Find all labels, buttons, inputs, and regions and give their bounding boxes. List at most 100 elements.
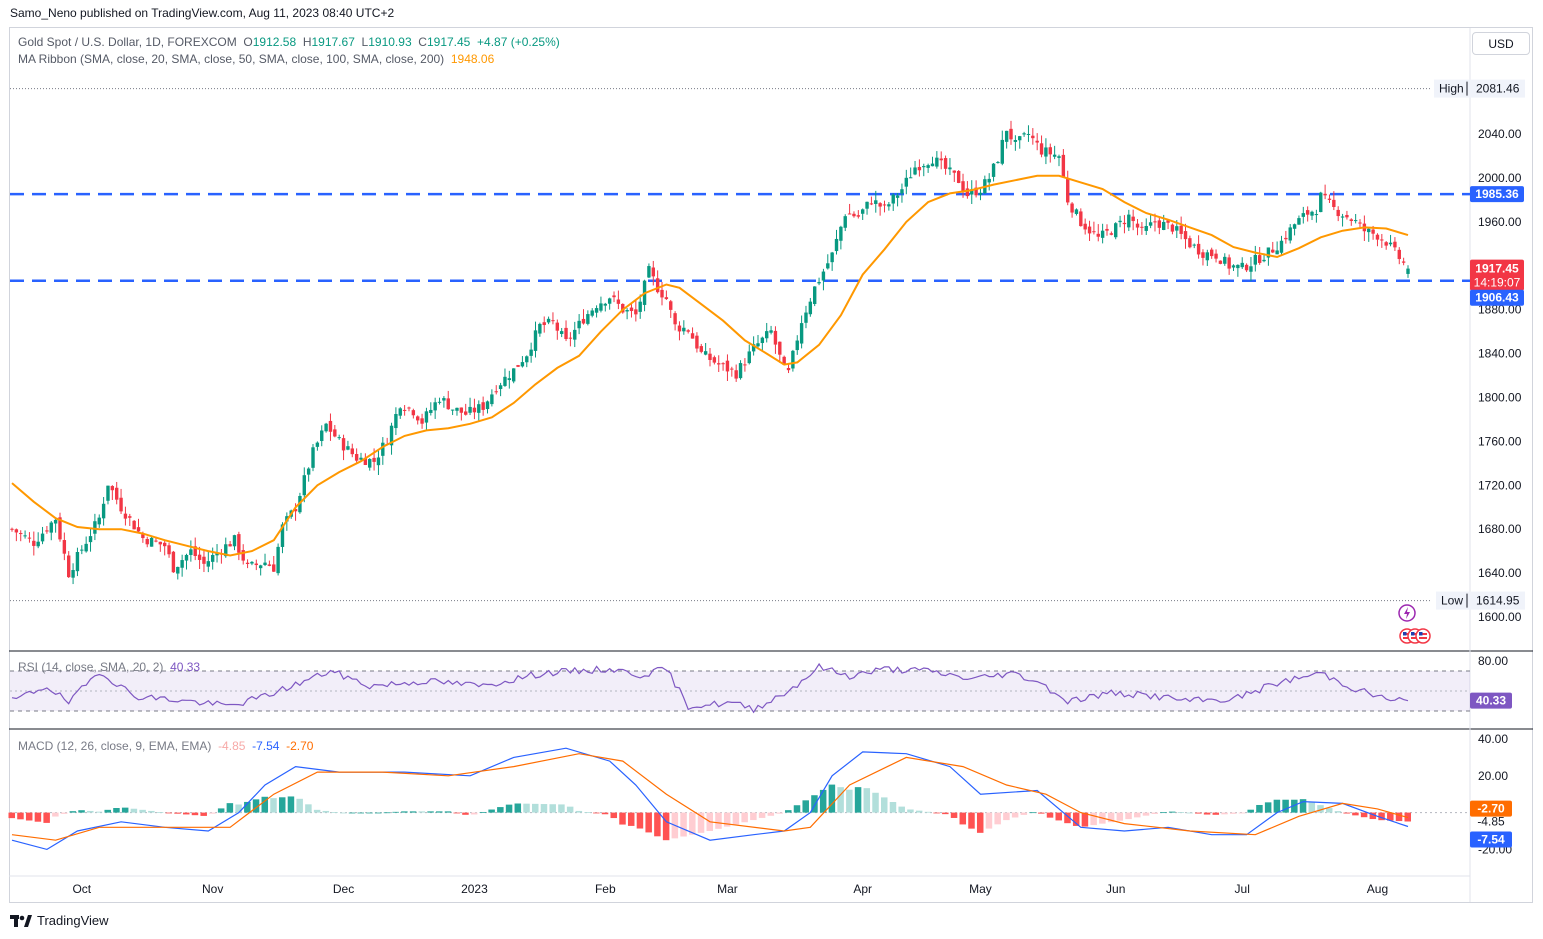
candle-body	[429, 409, 433, 413]
macd-pane	[8, 747, 1470, 851]
candle-body	[10, 528, 14, 530]
macd-hist-bar	[392, 811, 399, 813]
candle-body	[520, 362, 525, 367]
macd-hist-bar	[627, 812, 635, 826]
candle-body	[1345, 214, 1349, 218]
macd-hist-bar	[470, 812, 478, 815]
candle-body	[154, 540, 158, 542]
macd-hist-bar	[532, 803, 539, 813]
currency-button[interactable]: USD	[1472, 32, 1530, 55]
tradingview-brand-text: TradingView	[37, 913, 109, 928]
level-label-lower-bg	[1470, 289, 1524, 306]
macd-hist-bar	[802, 800, 809, 813]
macd-hist-bar	[209, 812, 216, 814]
candle-body	[36, 541, 40, 547]
candle-body	[215, 552, 219, 556]
ma20-line	[11, 174, 1409, 557]
candle-body	[149, 537, 154, 547]
candle-body	[564, 327, 568, 340]
candle-body	[176, 566, 180, 574]
candle-body	[721, 363, 725, 365]
candle-body	[533, 330, 538, 351]
tradingview-logo[interactable]: TradingView	[10, 913, 109, 928]
flag-stripe-icon	[1419, 637, 1427, 639]
candle-body	[197, 554, 202, 560]
rsi-value-tag-bg	[1470, 692, 1512, 709]
macd-hist-bar	[226, 803, 234, 813]
price-tick-label: 1760.00	[1478, 434, 1522, 448]
candle-body	[599, 303, 603, 311]
candle-body	[913, 167, 917, 175]
macd-hist-bar	[436, 811, 443, 813]
symbol-name: Gold Spot / U.S. Dollar, 1D, FOREXCOM	[18, 35, 237, 49]
macd-hist-bar	[1273, 799, 1281, 813]
candle-body	[1358, 222, 1362, 224]
macd-hist-bar	[1282, 799, 1289, 813]
rsi-pane	[10, 662, 1470, 714]
macd-hist-bar	[1151, 812, 1158, 814]
candle-body	[88, 536, 93, 543]
ma-ribbon	[11, 174, 1409, 557]
candle-body	[952, 170, 956, 173]
candle-body	[1196, 243, 1201, 255]
candle-body	[1288, 227, 1292, 241]
candle-body	[232, 535, 237, 547]
candle-body	[817, 282, 821, 284]
candle-body	[1240, 262, 1244, 268]
macd-hist-bar	[78, 810, 85, 813]
candle-body	[1327, 198, 1332, 200]
rsi-value-tag: 40.33	[1476, 694, 1506, 708]
candle-body	[878, 203, 882, 207]
candle-body	[734, 370, 738, 379]
macd-hist-bar	[715, 812, 722, 829]
macd-hist-bar	[130, 808, 138, 813]
candle-body	[1375, 234, 1380, 240]
macd-hist-bar	[1317, 805, 1324, 813]
candle-body	[1218, 260, 1223, 264]
ma-name: MA Ribbon (SMA, close, 20, SMA, close, 5…	[18, 52, 445, 66]
candle-body	[302, 475, 306, 496]
candle-body	[468, 406, 472, 413]
candle-body	[1275, 250, 1279, 255]
current-price-countdown: 14:19:07	[1474, 276, 1521, 290]
high-tag-label: High	[1439, 82, 1464, 96]
candle-body	[586, 314, 590, 324]
candle-body	[677, 325, 682, 332]
macd-hist-bar	[1160, 812, 1167, 814]
change-value: +4.87 (+0.25%)	[477, 35, 560, 49]
macd-hist-bar	[139, 809, 146, 813]
candle-body	[1188, 238, 1192, 248]
macd-hist-bar	[165, 812, 173, 814]
candle-body	[503, 376, 507, 386]
macd-hist-bar	[593, 812, 600, 814]
macd-hist-bar	[366, 812, 373, 814]
macd-hist-bar	[1090, 812, 1097, 826]
candle-body	[987, 178, 991, 183]
macd-hist-bar	[636, 812, 644, 829]
candle-body	[202, 556, 206, 564]
candle-body	[1083, 223, 1087, 230]
candle-body	[459, 407, 464, 413]
candle-body	[935, 157, 939, 167]
candle-body	[634, 309, 638, 315]
candle-body	[263, 562, 267, 566]
candle-body	[19, 533, 23, 535]
candle-body	[847, 213, 852, 215]
candle-body	[171, 551, 176, 573]
macd-hist-bar	[523, 803, 530, 813]
macd-hist-bar	[793, 805, 801, 813]
macd-hist-bar	[340, 812, 347, 814]
candle-body	[1018, 136, 1022, 141]
candle-body	[311, 447, 315, 468]
candle-body	[481, 402, 485, 410]
candle-body	[778, 341, 782, 355]
candle-body	[843, 216, 847, 228]
candle-body	[490, 394, 494, 405]
macd-hist-bar	[148, 810, 155, 813]
candle-body	[341, 438, 346, 451]
candle-body	[450, 409, 455, 411]
candle-body	[555, 322, 560, 331]
candle-body	[106, 485, 110, 501]
macd-hist-value: -4.85	[218, 739, 246, 753]
